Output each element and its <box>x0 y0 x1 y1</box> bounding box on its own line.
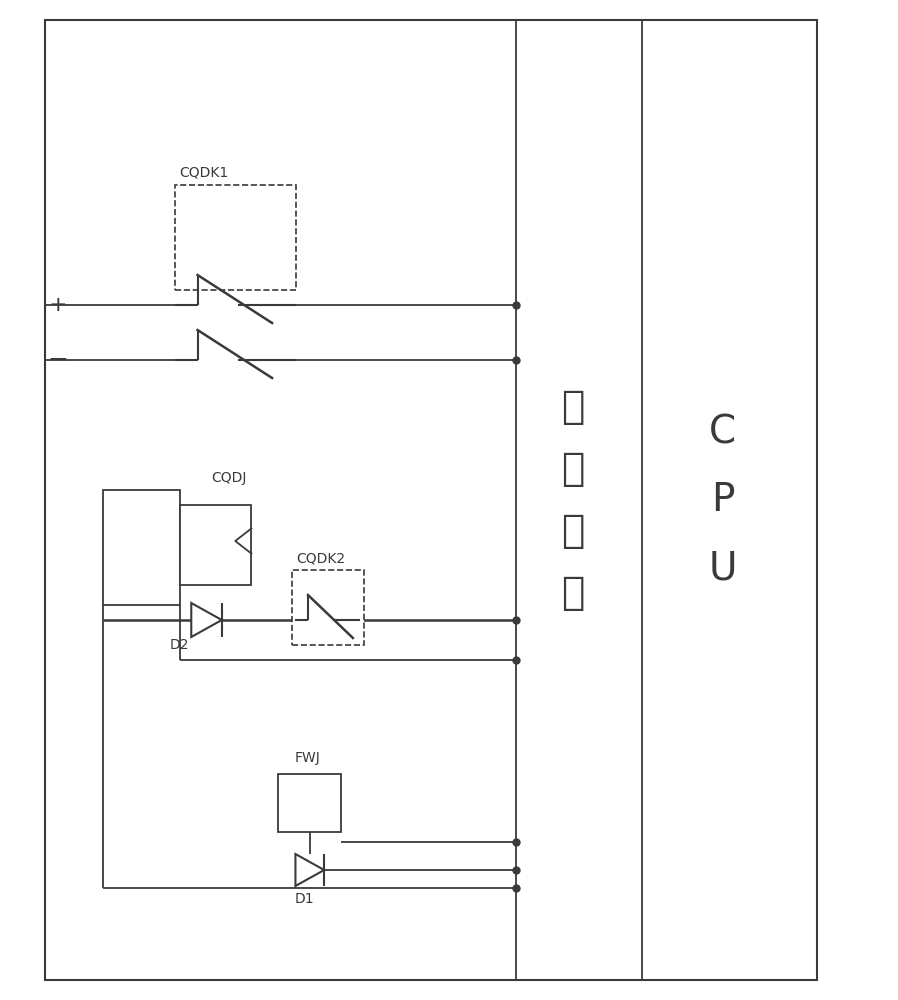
Text: −: − <box>48 348 69 372</box>
Bar <box>278 774 341 832</box>
Text: CQDK1: CQDK1 <box>180 166 229 180</box>
Text: FWJ: FWJ <box>295 751 320 765</box>
Text: D1: D1 <box>295 892 314 906</box>
Polygon shape <box>191 603 222 637</box>
Polygon shape <box>295 854 324 886</box>
Bar <box>45 20 817 980</box>
Bar <box>292 570 364 645</box>
Bar <box>103 490 180 605</box>
Bar <box>292 775 328 815</box>
Text: 电
源
插
件: 电 源 插 件 <box>561 388 585 612</box>
Text: CQDK2: CQDK2 <box>296 551 346 565</box>
Bar <box>180 505 251 585</box>
Text: +: + <box>49 295 67 315</box>
Text: CQDJ: CQDJ <box>211 471 246 485</box>
Text: C
P
U: C P U <box>709 413 737 587</box>
Bar <box>175 185 296 290</box>
Text: D2: D2 <box>170 638 189 652</box>
